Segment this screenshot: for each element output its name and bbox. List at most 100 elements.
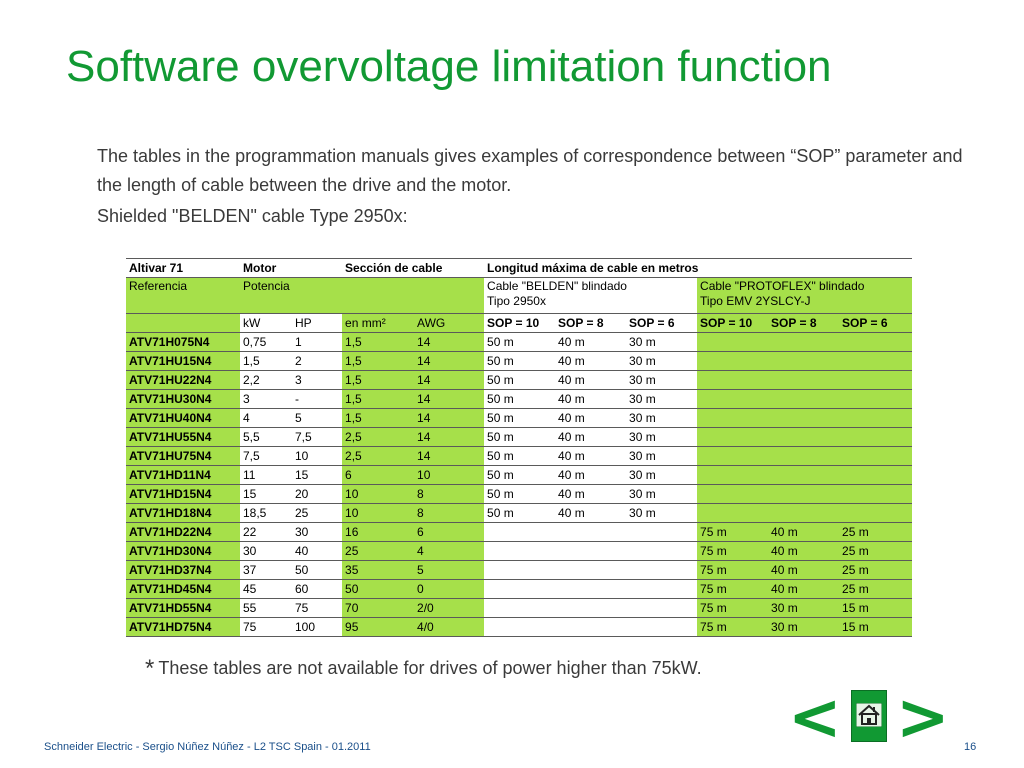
cell-hp: 60 (292, 579, 343, 599)
cell-mm2: 1,5 (342, 370, 415, 390)
cell-belden-sop8: 40 m (555, 427, 627, 447)
previous-slide-button[interactable]: < (788, 681, 842, 755)
cell-protoflex-sop10: 75 m (697, 522, 769, 542)
cell-mm2: 50 (342, 579, 415, 599)
cell-protoflex-sop8: 30 m (768, 598, 840, 618)
unit-mm2: en mm² (342, 313, 415, 333)
cell-belden-sop10: 50 m (484, 465, 556, 485)
cell-awg: 10 (414, 465, 485, 485)
cell-kw: 30 (240, 541, 292, 561)
cell-referencia: ATV71HU22N4 (126, 370, 240, 390)
unit-belden-sop10: SOP = 10 (484, 313, 556, 333)
cell-awg: 5 (414, 560, 485, 580)
cell-awg: 14 (414, 370, 485, 390)
cell-referencia: ATV71HD45N4 (126, 579, 240, 599)
cell-referencia: ATV71HD18N4 (126, 503, 240, 523)
cell-mm2: 1,5 (342, 389, 415, 409)
cell-awg: 14 (414, 332, 485, 352)
cell-protoflex-sop8: 40 m (768, 579, 840, 599)
cell-hp: 2 (292, 351, 343, 371)
footnote: * These tables are not available for driv… (145, 655, 702, 683)
table-row: ATV71HD15N4 15 20 10 8 50 m 40 m 30 m (126, 484, 913, 504)
cell-belden-sop10: 50 m (484, 408, 556, 428)
cell-mm2: 2,5 (342, 446, 415, 466)
cell-protoflex-sop10 (697, 351, 769, 371)
cell-kw: 0,75 (240, 332, 292, 352)
cell-belden-sop8 (555, 560, 627, 580)
unit-protoflex-sop6: SOP = 6 (839, 313, 913, 333)
cell-hp: 7,5 (292, 427, 343, 447)
cell-protoflex-sop10 (697, 389, 769, 409)
cell-protoflex-sop6: 25 m (839, 579, 913, 599)
cell-belden-sop6: 30 m (626, 503, 698, 523)
cell-hp: 15 (292, 465, 343, 485)
cell-protoflex-sop6: 15 m (839, 598, 913, 618)
cell-protoflex-sop6 (839, 446, 913, 466)
cell-belden-sop8: 40 m (555, 503, 627, 523)
cell-belden-sop8: 40 m (555, 408, 627, 428)
cell-hp: 20 (292, 484, 343, 504)
cell-referencia: ATV71HD55N4 (126, 598, 240, 618)
unit-awg: AWG (414, 313, 485, 333)
cell-belden-sop6: 30 m (626, 484, 698, 504)
cell-belden-sop6 (626, 522, 698, 542)
cell-protoflex-sop6 (839, 465, 913, 485)
cell-protoflex-sop8 (768, 389, 840, 409)
cell-belden-sop8 (555, 541, 627, 561)
cell-protoflex-sop10 (697, 332, 769, 352)
cell-protoflex-sop10: 75 m (697, 541, 769, 561)
cell-referencia: ATV71HU75N4 (126, 446, 240, 466)
home-button[interactable] (851, 690, 887, 742)
cell-kw: 55 (240, 598, 292, 618)
subheader-seccion-blank (342, 277, 485, 314)
unit-protoflex-sop10: SOP = 10 (697, 313, 769, 333)
cell-belden-sop6: 30 m (626, 332, 698, 352)
cell-protoflex-sop6 (839, 484, 913, 504)
footnote-asterisk: * (145, 655, 155, 682)
cell-kw: 22 (240, 522, 292, 542)
cell-protoflex-sop6 (839, 427, 913, 447)
cell-kw: 37 (240, 560, 292, 580)
cell-protoflex-sop8 (768, 484, 840, 504)
unit-belden-sop6: SOP = 6 (626, 313, 698, 333)
cell-kw: 15 (240, 484, 292, 504)
table-row: ATV71H075N4 0,75 1 1,5 14 50 m 40 m 30 m (126, 332, 913, 352)
footnote-text: These tables are not available for drive… (158, 658, 702, 678)
cell-awg: 8 (414, 503, 485, 523)
cell-belden-sop10 (484, 598, 556, 618)
cable-length-table-wrapper: Altivar 71 Motor Sección de cable Longit… (126, 258, 913, 640)
subheader-potencia: Potencia (240, 277, 343, 314)
cell-protoflex-sop10: 75 m (697, 617, 769, 637)
cell-belden-sop8: 40 m (555, 351, 627, 371)
unit-belden-sop8: SOP = 8 (555, 313, 627, 333)
table-row: ATV71HU40N4 4 5 1,5 14 50 m 40 m 30 m (126, 408, 913, 428)
cell-kw: 7,5 (240, 446, 292, 466)
cell-protoflex-sop8 (768, 465, 840, 485)
header-seccion: Sección de cable (342, 258, 485, 278)
cell-protoflex-sop8 (768, 351, 840, 371)
cell-protoflex-sop8: 30 m (768, 617, 840, 637)
cell-mm2: 25 (342, 541, 415, 561)
next-slide-button[interactable]: > (896, 681, 950, 755)
cell-belden-sop8: 40 m (555, 370, 627, 390)
table-header-row: Altivar 71 Motor Sección de cable Longit… (126, 258, 913, 278)
cell-mm2: 95 (342, 617, 415, 637)
cell-mm2: 10 (342, 484, 415, 504)
cell-hp: 5 (292, 408, 343, 428)
cell-belden-sop8: 40 m (555, 332, 627, 352)
table-row: ATV71HU75N4 7,5 10 2,5 14 50 m 40 m 30 m (126, 446, 913, 466)
cell-protoflex-sop8 (768, 370, 840, 390)
cell-belden-sop6: 30 m (626, 351, 698, 371)
cell-mm2: 1,5 (342, 332, 415, 352)
table-row: ATV71HD55N4 55 75 70 2/0 75 m 30 m 15 m (126, 598, 913, 618)
cell-referencia: ATV71HU40N4 (126, 408, 240, 428)
cell-awg: 14 (414, 446, 485, 466)
subheader-belden: Cable "BELDEN" blindado Tipo 2950x (484, 277, 698, 314)
cell-belden-sop6: 30 m (626, 389, 698, 409)
cell-belden-sop10 (484, 560, 556, 580)
cell-belden-sop6 (626, 617, 698, 637)
cell-mm2: 1,5 (342, 408, 415, 428)
cell-kw: 45 (240, 579, 292, 599)
table-row: ATV71HU30N4 3-1,5 14 50 m 40 m 30 m (126, 389, 913, 409)
intro-paragraph: The tables in the programmation manuals … (97, 146, 963, 195)
